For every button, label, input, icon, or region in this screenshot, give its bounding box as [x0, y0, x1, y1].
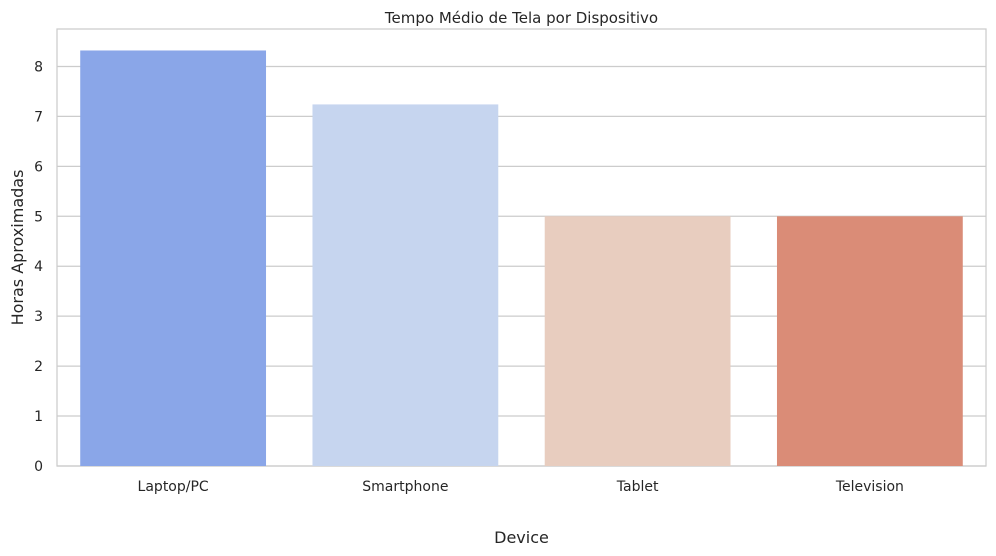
- y-tick-label: 5: [34, 209, 43, 225]
- x-tick-label: Television: [835, 479, 904, 495]
- y-tick-label: 0: [34, 459, 43, 475]
- x-axis-ticks: Laptop/PC Smartphone Tablet Television: [138, 479, 904, 495]
- bar: [544, 216, 731, 466]
- y-tick-label: 8: [34, 59, 43, 75]
- bars: [80, 50, 963, 467]
- bar: [776, 216, 963, 466]
- y-tick-label: 3: [34, 309, 43, 325]
- bar: [312, 104, 499, 467]
- x-tick-label: Tablet: [616, 479, 659, 495]
- chart-title: Tempo Médio de Tela por Dispositivo: [384, 9, 658, 27]
- y-axis-label: Horas Aproximadas: [8, 170, 27, 326]
- y-axis-ticks: 0 1 2 3 4 5 6 7 8: [34, 59, 43, 475]
- y-tick-label: 1: [34, 409, 43, 425]
- bar: [80, 50, 267, 466]
- x-axis-label: Device: [494, 528, 549, 547]
- x-tick-label: Smartphone: [362, 479, 448, 495]
- y-tick-label: 6: [34, 159, 43, 175]
- y-tick-label: 2: [34, 359, 43, 375]
- y-tick-label: 7: [34, 109, 43, 125]
- x-tick-label: Laptop/PC: [138, 479, 209, 495]
- y-tick-label: 4: [34, 259, 43, 275]
